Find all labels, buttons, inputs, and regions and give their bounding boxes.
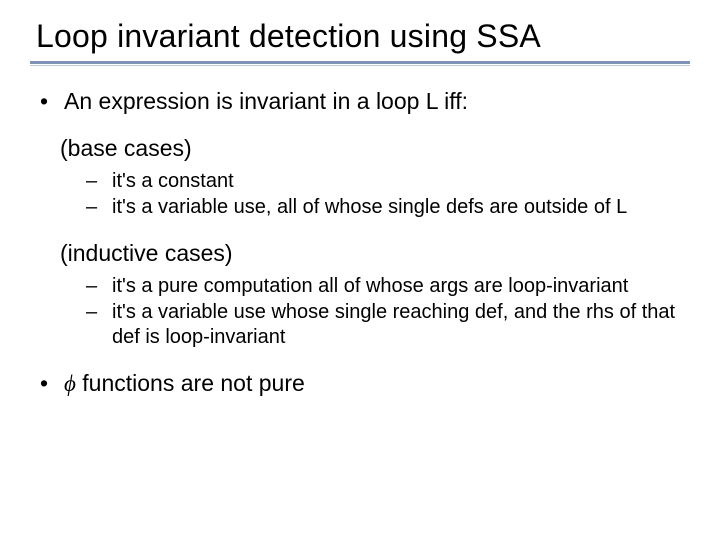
list-item: it's a variable use, all of whose single… [86,195,690,219]
slide-body: An expression is invariant in a loop L i… [30,87,690,399]
list-item: it's a pure computation all of whose arg… [86,274,690,298]
list-item-text: it's a variable use whose single reachin… [112,301,675,347]
bullet-item: An expression is invariant in a loop L i… [30,87,690,116]
bullet-list: ϕ functions are not pure [30,369,690,399]
base-cases-list: it's a constant it's a variable use, all… [86,169,690,220]
phi-symbol: ϕ [64,371,76,396]
bullet-text: functions are not pure [76,370,305,396]
base-cases-heading: (base cases) [60,134,690,163]
list-item: it's a constant [86,169,690,193]
bullet-item: ϕ functions are not pure [30,369,690,399]
inductive-cases-list: it's a pure computation all of whose arg… [86,274,690,349]
title-underline [30,61,690,65]
list-item-text: it's a variable use, all of whose single… [112,196,627,218]
bullet-list: An expression is invariant in a loop L i… [30,87,690,116]
inductive-cases-heading: (inductive cases) [60,239,690,268]
list-item: it's a variable use whose single reachin… [86,300,690,349]
bullet-text: An expression is invariant in a loop L i… [64,88,468,114]
list-item-text: it's a pure computation all of whose arg… [112,275,628,297]
list-item-text: it's a constant [112,170,234,192]
slide: Loop invariant detection using SSA An ex… [0,0,720,540]
slide-title: Loop invariant detection using SSA [36,18,690,55]
